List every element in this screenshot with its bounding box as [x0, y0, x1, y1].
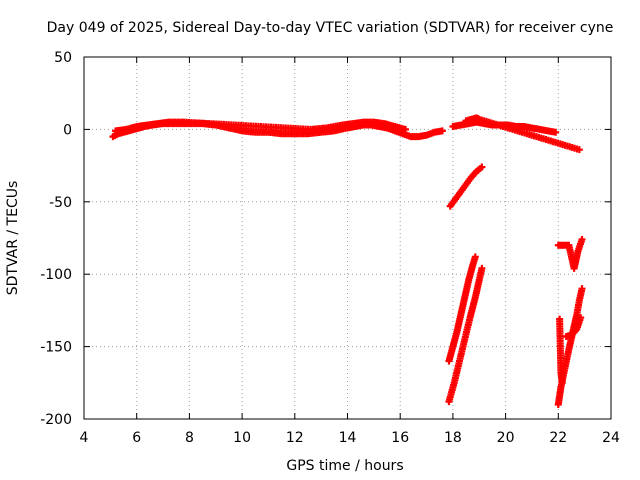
y-axis-label: SDTVAR / TECUs	[5, 181, 21, 296]
data-point	[558, 379, 566, 387]
x-tick-label: 18	[444, 430, 462, 446]
data-point	[578, 235, 586, 243]
data-point	[438, 127, 446, 135]
series-track-6	[556, 315, 566, 387]
x-tick-label: 14	[339, 430, 357, 446]
chart-title: Day 049 of 2025, Sidereal Day-to-day VTE…	[47, 20, 614, 36]
x-tick-label: 8	[185, 430, 194, 446]
series-upper-band	[112, 118, 409, 135]
data-points	[109, 114, 586, 409]
data-point	[575, 146, 583, 154]
series-track-4	[554, 235, 586, 272]
x-tick-label: 22	[549, 430, 567, 446]
y-tick-label: 0	[63, 122, 72, 138]
data-point	[478, 163, 486, 171]
x-tick-label: 10	[233, 430, 251, 446]
grid	[84, 57, 611, 419]
x-axis-label: GPS time / hours	[286, 458, 403, 474]
x-tick-label: 12	[286, 430, 304, 446]
y-tick-label: -150	[40, 340, 72, 356]
data-point	[578, 285, 586, 293]
x-tick-label: 24	[602, 430, 620, 446]
data-point	[401, 125, 409, 133]
x-tick-label: 6	[132, 430, 141, 446]
series-track-5	[562, 314, 585, 340]
data-point	[577, 314, 585, 322]
series-isolated-points	[462, 114, 583, 154]
series-arc-1	[446, 163, 486, 210]
data-point	[471, 253, 479, 261]
y-tick-label: -100	[40, 267, 72, 283]
data-point	[552, 128, 560, 136]
x-tick-label: 4	[80, 430, 89, 446]
y-tick-label: 50	[54, 50, 72, 66]
x-tick-label: 16	[391, 430, 409, 446]
axis-ticks: 4 6 8 10 12 14 16 18 20 22 24 50 0 -50 -100 -150 -200	[40, 50, 620, 446]
y-tick-label: -200	[40, 412, 72, 428]
y-tick-label: -50	[49, 195, 72, 211]
series-track-1	[445, 253, 479, 365]
x-tick-label: 20	[497, 430, 515, 446]
series-track-2	[445, 264, 486, 406]
data-point	[478, 264, 486, 272]
